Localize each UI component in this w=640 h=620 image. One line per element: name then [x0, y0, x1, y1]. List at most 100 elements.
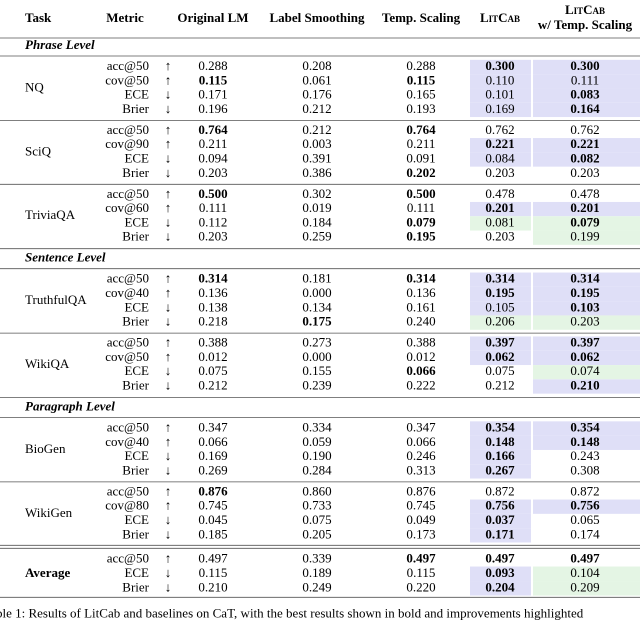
cell: 0.300	[485, 58, 514, 73]
cell: 0.211	[407, 136, 436, 151]
highlight	[470, 301, 531, 316]
arrow: ↑	[165, 200, 172, 215]
highlight	[533, 435, 640, 450]
cell: 0.876	[406, 483, 436, 498]
arrow: ↓	[165, 101, 172, 116]
cell: 0.314	[485, 271, 515, 286]
cell: 0.164	[570, 101, 600, 116]
highlight	[470, 315, 531, 330]
cell: 0.397	[485, 335, 515, 350]
cell: 0.212	[302, 101, 331, 116]
highlight	[470, 201, 531, 217]
cell: 0.185	[198, 526, 227, 541]
arrow: ↑	[165, 271, 172, 286]
highlight	[533, 350, 640, 366]
cell: 0.314	[198, 271, 228, 286]
metric: Brier	[122, 377, 149, 392]
metric: cov@50	[105, 349, 149, 364]
cell: 0.134	[302, 299, 332, 314]
arrow: ↑	[165, 335, 172, 350]
metric: cov@80	[105, 498, 149, 513]
arrow: ↓	[165, 165, 172, 180]
cell: 0.204	[485, 579, 515, 594]
cell: 0.062	[570, 349, 599, 364]
metric: acc@50	[107, 483, 149, 498]
cell: 0.222	[406, 377, 435, 392]
cell: 0.221	[485, 136, 514, 151]
cell: 0.079	[406, 214, 436, 229]
cell: 0.045	[198, 512, 227, 527]
cell: 0.762	[485, 122, 514, 137]
cell: 0.203	[570, 314, 599, 329]
cell: 0.075	[198, 363, 227, 378]
arrow: ↑	[165, 285, 172, 300]
cell: 0.074	[570, 363, 600, 378]
metric: acc@50	[107, 419, 149, 434]
metric: acc@50	[107, 186, 149, 201]
highlight	[533, 88, 640, 103]
highlight	[470, 152, 531, 167]
cell: 0.243	[570, 448, 599, 463]
arrow: ↑	[165, 483, 172, 498]
cell: 0.155	[302, 363, 331, 378]
arrow: ↓	[165, 363, 172, 378]
highlight	[470, 464, 531, 479]
metric: Brier	[122, 165, 149, 180]
cell: 0.012	[198, 349, 227, 364]
metric: ECE	[124, 150, 149, 165]
cell: 0.075	[302, 512, 331, 527]
highlight	[533, 301, 640, 316]
cell: 0.388	[406, 335, 435, 350]
highlight	[533, 74, 640, 89]
cell: 0.497	[406, 550, 436, 565]
cell: 0.246	[406, 448, 436, 463]
cell: 0.174	[570, 526, 600, 541]
cell: 0.181	[302, 271, 331, 286]
cell: 0.497	[485, 550, 515, 565]
cell: 0.211	[199, 136, 228, 151]
task: TriviaQA	[25, 207, 76, 222]
cell: 0.091	[406, 150, 435, 165]
cell: 0.103	[570, 299, 600, 314]
cell: 0.161	[406, 299, 435, 314]
cell: 0.065	[570, 512, 599, 527]
cell: 0.176	[302, 87, 332, 102]
cell: 0.093	[485, 565, 515, 580]
arrow: ↑	[165, 58, 172, 73]
cell: 0.169	[485, 101, 514, 116]
highlight	[470, 499, 531, 514]
metric: ECE	[124, 565, 149, 580]
metric: Brier	[122, 314, 149, 329]
highlight	[533, 566, 640, 582]
cell: 0.084	[485, 150, 515, 165]
cell: 0.136	[198, 285, 228, 300]
metric: Brier	[122, 462, 149, 477]
cell: 0.210	[570, 377, 599, 392]
metric: acc@50	[107, 335, 149, 350]
cell: 0.165	[406, 87, 435, 102]
cell: 0.302	[302, 186, 331, 201]
cell: 0.189	[302, 565, 331, 580]
cell: 0.184	[302, 214, 332, 229]
highlight	[533, 421, 640, 436]
cell: 0.210	[198, 579, 227, 594]
highlight	[470, 272, 531, 287]
cell: 0.203	[485, 165, 514, 180]
cell: 0.148	[485, 434, 515, 449]
highlight	[470, 528, 531, 543]
metric: ECE	[124, 363, 149, 378]
cell: 0.314	[570, 271, 600, 286]
cell: 0.066	[406, 434, 436, 449]
highlight	[470, 286, 531, 302]
highlight	[533, 379, 640, 394]
cell: 0.201	[485, 200, 514, 215]
highlight	[470, 336, 531, 351]
cell: 0.111	[571, 72, 599, 87]
cell: 0.212	[485, 377, 514, 392]
arrow: ↓	[165, 314, 172, 329]
cell: 0.269	[198, 462, 227, 477]
highlight	[533, 499, 640, 514]
cell: 0.202	[406, 165, 435, 180]
cell: 0.764	[406, 122, 436, 137]
cell: 0.240	[406, 314, 435, 329]
